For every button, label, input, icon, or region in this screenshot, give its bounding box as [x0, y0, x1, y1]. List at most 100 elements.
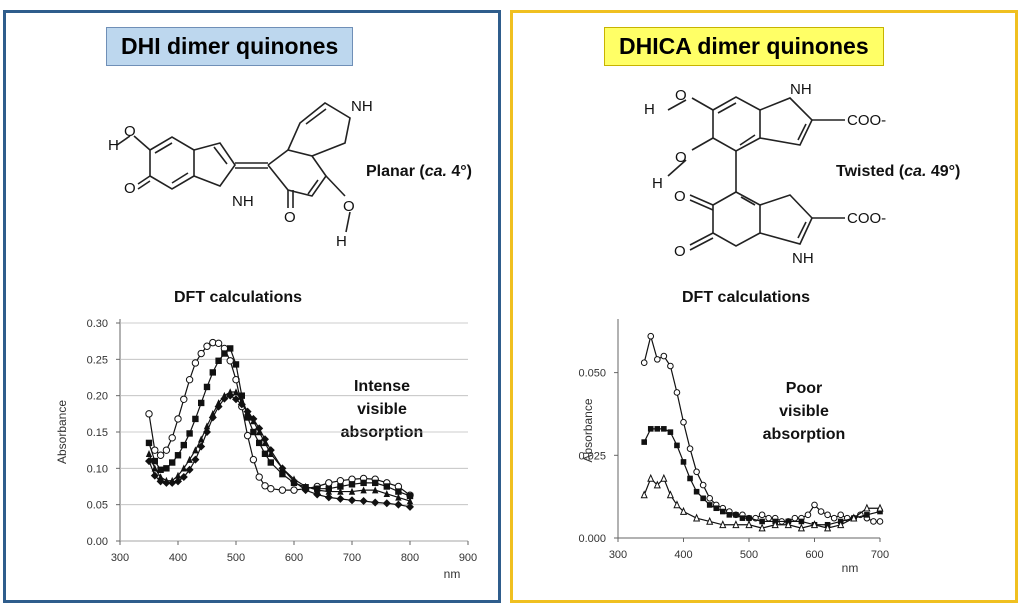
chart2-series3-point — [660, 473, 668, 482]
chart2-series1-point — [680, 418, 687, 426]
chart2-x-axis-label: nm — [842, 561, 859, 575]
chart1-series2-point — [221, 350, 228, 357]
chart1-series1-point — [191, 359, 200, 367]
chart2-series1-line — [643, 333, 880, 523]
chart2-series2-point — [693, 488, 700, 495]
chart2-series1-point — [758, 511, 766, 519]
dhica-dimer-structure — [667, 96, 845, 251]
dhi-nh-top: NH — [351, 98, 373, 115]
chart1-series4-point — [290, 477, 298, 486]
chart2-series3-point — [784, 520, 792, 529]
chart2-series1-point — [876, 518, 884, 525]
chart2-series2-point — [798, 518, 805, 525]
chart1-series3-point — [157, 473, 164, 481]
chart2-series2-point — [687, 475, 693, 482]
chart1-series2-point — [198, 399, 205, 407]
chart1-y-tick-label: 0.20 — [87, 391, 108, 403]
chart1-series2-point — [169, 459, 176, 466]
dhi-o2: O — [124, 180, 136, 197]
chart2-series1-point — [686, 445, 694, 452]
chart2-series3-point — [647, 473, 655, 482]
chart2-series3-point — [863, 503, 871, 512]
dhi-h1: H — [108, 137, 119, 154]
chart1-x-tick-label: 400 — [169, 552, 187, 564]
chart1-series2-point — [151, 457, 158, 465]
chart2-series2-point — [667, 429, 674, 435]
chart2-series1-point — [673, 389, 681, 396]
chart2-series1-point — [837, 511, 845, 519]
chart1-x-tick-label: 500 — [227, 552, 245, 564]
chart2-series1-point — [817, 508, 825, 515]
chart1-x-axis-label: nm — [444, 567, 461, 581]
chart1-series4-point — [145, 457, 153, 466]
chart2-series2-point — [746, 515, 752, 521]
chart1-series4-point — [220, 394, 229, 403]
chart2-y-tick-label: 0.025 — [578, 450, 606, 462]
chart2-series2-point — [654, 426, 661, 432]
chart2-series1-point — [654, 356, 661, 363]
chart1-series2-point — [372, 479, 379, 487]
chart1-series4-point — [313, 490, 322, 499]
chart1-series4-point — [179, 473, 188, 482]
chart1-series2-point — [232, 361, 240, 368]
chart2-series1-point — [830, 514, 838, 522]
chart1-series4-point — [156, 477, 165, 486]
chart2-series3-point — [693, 513, 701, 522]
chart1-series2-point — [215, 357, 222, 364]
chart1-series3-point — [325, 487, 332, 495]
chart1-series4-point — [336, 494, 345, 503]
dhi-geometry-label: Planar (ca. 4°) — [366, 163, 473, 180]
chart1-series4-point — [197, 442, 206, 451]
chart1-y-tick-label: 0.25 — [87, 354, 108, 366]
chart1-series1-point — [185, 375, 194, 384]
chart2-series3-point — [810, 520, 819, 529]
chart1-series3-point — [151, 464, 158, 472]
chart1-series3-point — [395, 493, 402, 501]
dhi-dft-label: DFT calculations — [174, 289, 303, 306]
chart2-x-tick-label: 500 — [740, 549, 758, 561]
chart1-series4-point — [185, 465, 194, 474]
chart2-series2-point — [680, 459, 687, 465]
chart1-series3-point — [198, 435, 205, 443]
chart1-series4-point — [249, 414, 258, 423]
chart1-series1-point — [261, 482, 269, 490]
chart1-x-tick-label: 800 — [401, 552, 419, 564]
chart2-series2-point — [759, 518, 765, 525]
chart2-series3-point — [758, 523, 766, 532]
chart2-series1-point — [824, 511, 831, 519]
chart1-y-tick-label: 0.05 — [87, 500, 108, 512]
chart2-series3-point — [666, 490, 674, 499]
chart2-series2-point — [739, 515, 746, 521]
chart1-series4-point — [266, 446, 275, 455]
chart1-series4-point — [232, 395, 240, 404]
chart2-series3-point — [706, 516, 714, 525]
chart1-x-tick-label: 600 — [285, 552, 303, 564]
dhica-o3: O — [674, 188, 686, 205]
chart1-series2-point — [174, 452, 182, 459]
dhi-o1: O — [124, 123, 136, 140]
chart1-series1-point — [197, 349, 205, 358]
chart1-series2-point — [192, 415, 199, 423]
chart1-series4-point — [359, 497, 368, 506]
chart1-series3-point — [348, 487, 356, 495]
chart2-series3-point — [876, 503, 884, 512]
dhi-title: DHI dimer quinones — [106, 27, 354, 66]
dhica-title: DHICA dimer quinones — [604, 27, 884, 66]
chart1-series4-point — [237, 400, 246, 409]
chart1-series2-point — [157, 466, 164, 473]
chart1-series2-point — [261, 450, 269, 457]
chart1-series2-point — [163, 465, 170, 472]
chart1-series4-point — [406, 502, 414, 511]
dhica-coo-top: COO- — [847, 112, 886, 129]
chart1-series3-point — [232, 388, 240, 396]
chart1-series2-point — [395, 488, 402, 495]
chart2-series1-point — [870, 518, 877, 525]
chart1-series4-point — [150, 471, 159, 480]
chart2-series1-point — [699, 481, 707, 489]
chart1-series1-point — [156, 451, 165, 459]
chart1-series4-line — [148, 394, 411, 508]
chart1-series4-point — [174, 477, 182, 486]
chart1-series4-point — [394, 500, 403, 509]
chart2-series2-point — [877, 508, 883, 515]
